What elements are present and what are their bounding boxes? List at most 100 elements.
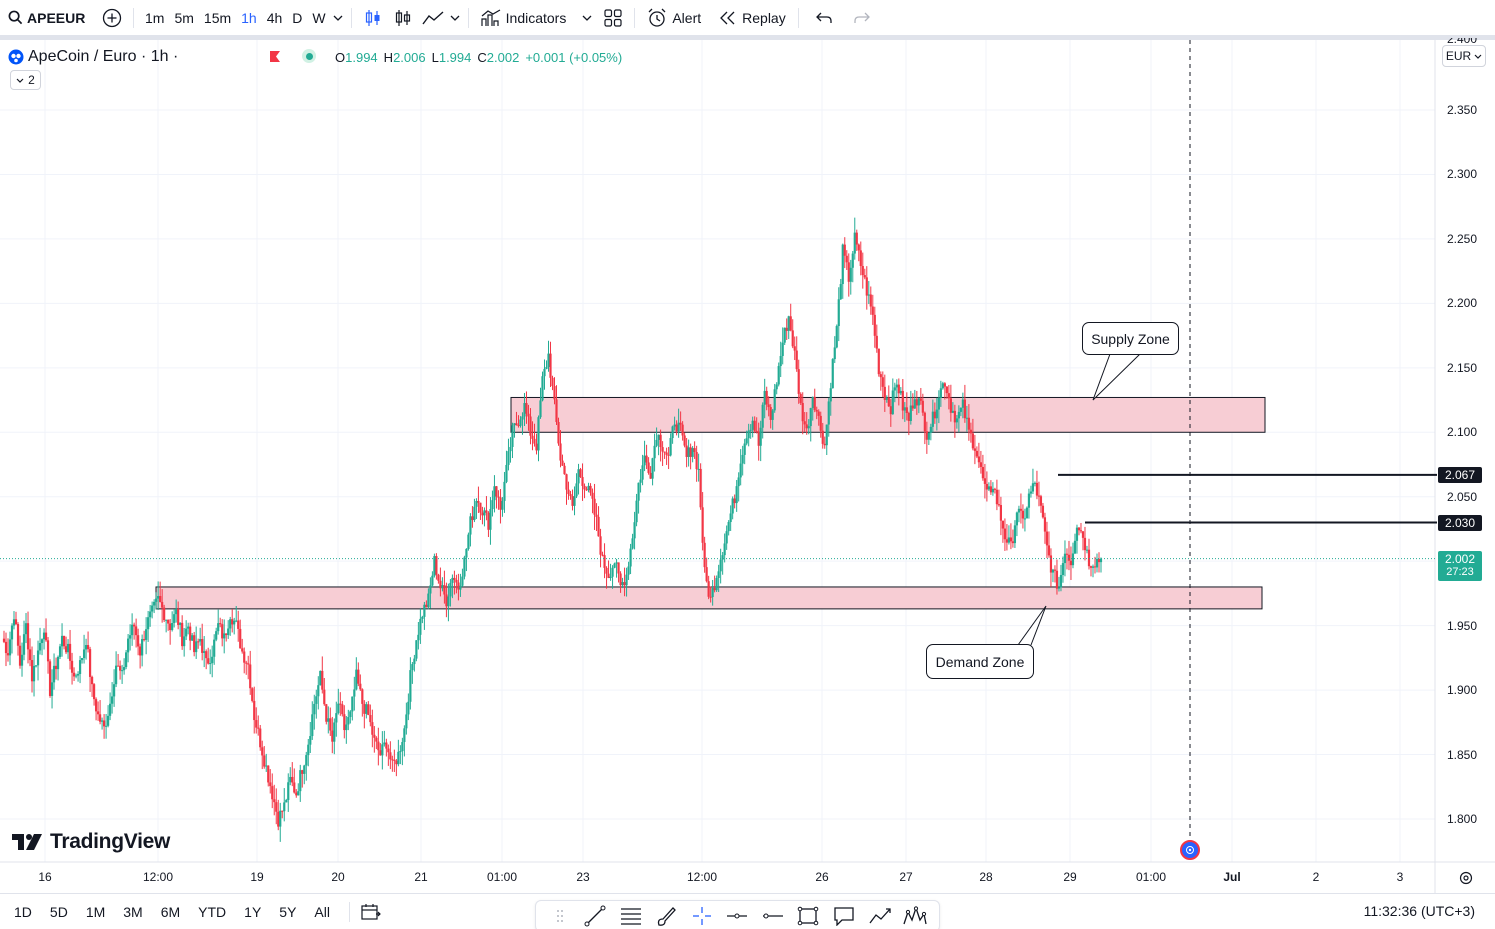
open-value: 1.994 — [345, 50, 378, 65]
candle-body — [275, 802, 278, 812]
candle-body — [393, 759, 396, 761]
symbol-search[interactable]: APEEUR — [0, 10, 97, 26]
timeframe-1m[interactable]: 1m — [145, 9, 165, 26]
redo-button[interactable] — [847, 4, 877, 32]
timeframe-5m[interactable]: 5m — [174, 9, 194, 26]
fib-retracement-icon[interactable] — [616, 902, 646, 929]
candle-body — [285, 800, 288, 803]
timeframe-d[interactable]: D — [292, 9, 303, 26]
chart-type-dropdown[interactable] — [448, 4, 462, 32]
candle-body — [557, 421, 560, 444]
range-5d[interactable]: 5D — [49, 903, 68, 920]
candle-body — [809, 408, 812, 427]
candle-body — [747, 430, 750, 439]
candle-body — [705, 567, 708, 582]
timeframe-w[interactable]: W — [312, 9, 326, 26]
candle-body — [499, 497, 502, 510]
candle-body — [961, 399, 964, 408]
candle-body — [347, 717, 350, 725]
candle-body — [761, 404, 764, 428]
candle-body — [319, 670, 322, 686]
horizontal-line-icon[interactable] — [758, 902, 788, 929]
replay-button[interactable]: Replay — [713, 4, 792, 32]
change-value: +0.001 (+0.05%) — [525, 50, 623, 65]
flag-icon[interactable] — [268, 50, 282, 64]
rewind-icon — [720, 11, 735, 24]
candle-body — [125, 652, 128, 668]
candle-body — [317, 685, 320, 697]
candle-body — [917, 398, 920, 406]
range-5y[interactable]: 5Y — [279, 903, 297, 920]
replay-label: Replay — [742, 9, 786, 26]
drag-handle-icon[interactable] — [545, 902, 575, 929]
bars-style-button[interactable] — [388, 4, 418, 32]
candle-body — [949, 398, 952, 413]
range-1d[interactable]: 1D — [14, 903, 32, 920]
candle-body — [953, 410, 956, 423]
indicators-dropdown[interactable] — [580, 4, 594, 32]
candle-body — [831, 359, 834, 389]
crosshair-icon[interactable] — [687, 902, 717, 929]
candle-body — [255, 720, 258, 728]
goto-date-button[interactable] — [356, 898, 386, 926]
price-chart[interactable] — [0, 40, 1495, 893]
callout-icon[interactable] — [829, 902, 859, 929]
path-icon[interactable] — [865, 902, 895, 929]
indicators-collapse-button[interactable]: 2 — [10, 70, 41, 90]
candle-body — [1057, 587, 1061, 589]
layouts-button[interactable] — [598, 4, 628, 32]
timeframe-dropdown[interactable] — [331, 4, 345, 32]
candle-body — [919, 398, 922, 401]
range-6m[interactable]: 6M — [160, 903, 181, 920]
trend-line-icon[interactable] — [580, 902, 610, 929]
timeframe-15m[interactable]: 15m — [203, 9, 232, 26]
range-ytd[interactable]: YTD — [198, 903, 227, 920]
brush-icon[interactable] — [651, 902, 681, 929]
demand-zone-label: Demand Zone — [935, 653, 1025, 670]
candle-body — [933, 411, 936, 419]
candle-body — [501, 500, 504, 510]
price-tick-label: 2.100 — [1447, 425, 1478, 440]
compare-add-button[interactable] — [97, 4, 127, 32]
candle-body — [265, 765, 268, 767]
rectangle-icon[interactable] — [793, 902, 823, 929]
candle-body — [995, 489, 999, 505]
candle-body — [271, 786, 274, 800]
demand-zone-callout[interactable]: Demand Zone — [926, 644, 1034, 679]
candle-body — [277, 811, 280, 827]
supply-zone-callout[interactable]: Supply Zone — [1082, 322, 1179, 355]
candle-body — [40, 639, 44, 644]
tradingview-logo[interactable]: TradingView — [12, 830, 170, 854]
clock-timezone[interactable]: 11:32:36 (UTC+3) — [1363, 903, 1475, 919]
range-1m[interactable]: 1M — [85, 903, 106, 920]
timeframe-1h[interactable]: 1h — [241, 9, 257, 26]
line-style-button[interactable] — [418, 4, 448, 32]
indicators-button[interactable]: Indicators — [475, 4, 573, 32]
series-title[interactable]: ApeCoin / Euro · 1h · — [28, 48, 179, 65]
currency-select[interactable]: EUR — [1442, 45, 1486, 67]
pattern-icon[interactable] — [900, 902, 930, 929]
candle-body — [233, 620, 236, 625]
candle-body — [397, 751, 400, 765]
economic-event-badge[interactable] — [1180, 840, 1200, 860]
undo-button[interactable] — [809, 4, 839, 32]
candle-body — [173, 614, 176, 623]
alert-button[interactable]: Alert — [641, 4, 707, 32]
candle-body — [931, 411, 934, 427]
candle-body — [671, 426, 674, 439]
candle-body — [703, 542, 706, 568]
candle-body — [883, 386, 886, 400]
time-tick-label: 23 — [576, 870, 590, 884]
range-all[interactable]: All — [314, 903, 330, 920]
range-1y[interactable]: 1Y — [244, 903, 262, 920]
timeframe-4h[interactable]: 4h — [266, 9, 283, 26]
candle-body — [68, 643, 72, 661]
candle-body — [106, 715, 110, 726]
range-3m[interactable]: 3M — [123, 903, 143, 920]
candle-body — [965, 417, 968, 419]
candle-body — [973, 448, 976, 451]
gear-icon[interactable] — [1458, 870, 1474, 886]
candles-style-button[interactable] — [358, 4, 388, 32]
chart-pane[interactable] — [0, 40, 1495, 893]
horizontal-ray-icon[interactable] — [722, 902, 752, 929]
